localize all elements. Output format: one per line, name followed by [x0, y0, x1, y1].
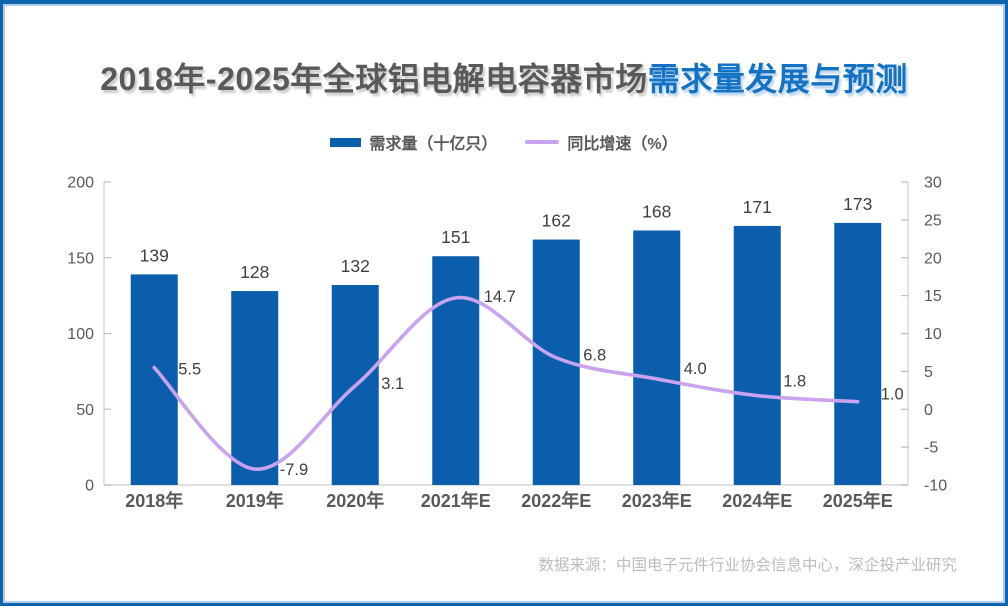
x-axis-label-2025年E: 2025年E: [823, 490, 893, 511]
right-axis-tick-label: -10: [924, 478, 947, 495]
right-axis-tick-label: 30: [924, 175, 942, 192]
line-series-swatch-icon: [525, 140, 560, 144]
combo-chart: 0 50 100 150 200 -10 -5 0 5 10 15 20 25 30 139 128 132 15…: [67, 175, 947, 512]
line-value-label: 1.0: [881, 386, 904, 404]
bar-value-label: 171: [743, 197, 772, 217]
right-axis-tick-label: -5: [924, 440, 938, 457]
x-axis-label-2024年E: 2024年E: [722, 490, 792, 511]
bar-2024年E: [733, 225, 781, 485]
bar-2025年E: [834, 222, 882, 485]
line-value-label: 14.7: [484, 288, 516, 306]
x-axis-label-2021年E: 2021年E: [421, 490, 491, 511]
bar-value-label: 173: [843, 194, 872, 214]
x-axis-label-2019年: 2019年: [226, 490, 284, 511]
growth-line: [152, 296, 860, 471]
line-value-label: -7.9: [280, 461, 308, 479]
x-axis-label-2020年: 2020年: [326, 490, 384, 511]
left-axis-tick-label: 200: [67, 175, 94, 192]
bar-2018年: [130, 274, 178, 485]
right-axis-tick-label: 20: [924, 250, 942, 267]
right-axis-tick-label: 15: [924, 288, 942, 305]
chart-title-accent: 需求量发展与预测: [647, 61, 908, 97]
x-axis-label-2018年: 2018年: [125, 490, 183, 511]
bar-value-label: 168: [642, 201, 671, 221]
legend-label-demand: 需求量（十亿只）: [369, 136, 498, 153]
right-axis-tick-label: 0: [924, 402, 933, 419]
line-value-label: 1.8: [783, 373, 806, 391]
bar-2019年: [231, 291, 279, 485]
bar-value-label: 139: [140, 245, 169, 265]
line-value-label: 4.0: [684, 360, 707, 378]
left-axis-tick-label: 0: [85, 478, 94, 495]
data-source: 数据来源：中国电子元件行业协会信息中心，深企投产业研究: [538, 557, 957, 574]
legend-label-growth: 同比增速（%）: [567, 136, 678, 153]
right-axis-tick-label: 10: [924, 326, 942, 343]
line-value-label: 3.1: [381, 375, 404, 393]
bar-value-label: 162: [542, 211, 571, 231]
bar-2021年E: [432, 256, 480, 485]
bar-value-label: 128: [240, 262, 269, 282]
x-axis-label-2023年E: 2023年E: [622, 490, 692, 511]
bar-series-swatch-icon: [330, 137, 362, 147]
bar-value-label: 132: [341, 256, 370, 276]
chart-title-main: 2018年-2025年全球铝电解电容器市场: [100, 61, 648, 97]
legend-item-demand: 需求量（十亿只）: [330, 130, 497, 154]
line-value-label: 5.5: [178, 361, 201, 379]
right-axis-tick-label: 25: [924, 212, 942, 229]
legend-item-growth: 同比增速（%）: [525, 130, 678, 154]
bar-2023年E: [633, 230, 681, 485]
left-axis-tick-label: 100: [67, 326, 94, 343]
right-axis-tick-label: 5: [924, 364, 933, 381]
bar-value-label: 151: [441, 227, 470, 247]
left-axis-tick-label: 150: [67, 250, 94, 267]
chart-title: 2018年-2025年全球铝电解电容器市场需求量发展与预测: [3, 54, 1005, 100]
x-axis-label-2022年E: 2022年E: [521, 490, 591, 511]
left-axis-tick-label: 50: [76, 402, 94, 419]
line-value-label: 6.8: [583, 347, 606, 365]
legend: 需求量（十亿只） 同比增速（%）: [3, 130, 1005, 154]
